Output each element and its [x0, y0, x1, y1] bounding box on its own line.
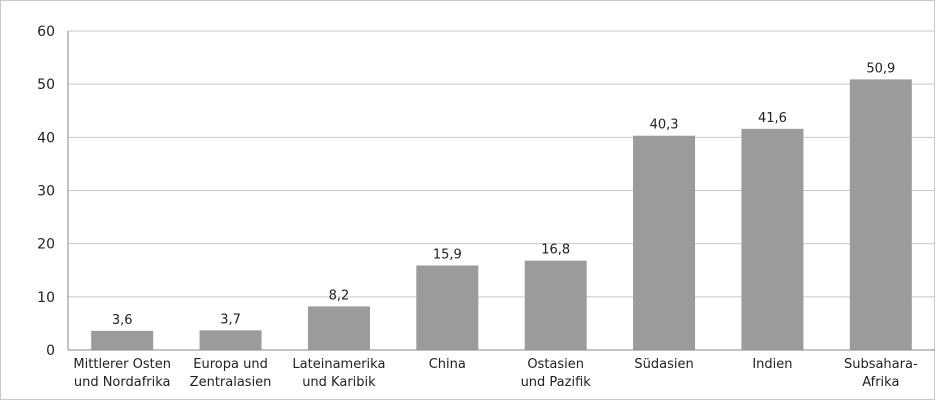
x-category-label: Afrika — [862, 375, 899, 390]
bars — [91, 79, 912, 351]
gridlines — [68, 30, 935, 298]
y-tick-label: 20 — [37, 237, 55, 253]
x-category-label: Lateinamerika — [292, 357, 385, 372]
data-label: 40,3 — [650, 118, 679, 133]
data-label: 15,9 — [433, 247, 462, 262]
data-label: 8,2 — [329, 288, 350, 303]
y-tick-label: 60 — [37, 24, 55, 40]
bar — [524, 260, 587, 350]
data-label: 41,6 — [758, 111, 787, 126]
x-category-label: China — [429, 357, 466, 372]
x-category-label: und Nordafrika — [74, 375, 171, 390]
x-axis-labels: Mittlerer Osten und Nordafrika Europa und Z… — [73, 357, 918, 390]
y-tick-label: 50 — [37, 77, 55, 93]
y-axis-ticks: 0 10 20 30 40 50 60 — [37, 24, 55, 359]
bar — [633, 135, 696, 350]
x-category-label: Südasien — [634, 357, 693, 372]
x-category-label: Zentralasien — [190, 375, 272, 390]
x-category-label: und Karibik — [302, 375, 376, 390]
data-label: 3,6 — [112, 313, 133, 328]
x-category-label: Mittlerer Osten — [73, 357, 171, 372]
y-tick-label: 30 — [37, 184, 55, 200]
y-tick-label: 40 — [37, 130, 55, 146]
data-label: 50,9 — [866, 61, 895, 76]
x-category-label: Indien — [752, 357, 792, 372]
data-labels: 3,6 3,7 8,2 15,9 16,8 40,3 41,6 50,9 — [112, 61, 895, 327]
bar — [307, 306, 370, 350]
data-label: 16,8 — [541, 243, 570, 258]
bar — [199, 330, 262, 350]
x-category-label: Subsahara- — [844, 357, 918, 372]
x-category-label: Europa und — [193, 357, 268, 372]
bar — [91, 330, 154, 350]
bar — [416, 265, 479, 350]
bar — [741, 128, 804, 350]
x-category-label: und Pazifik — [521, 375, 592, 390]
data-label: 3,7 — [220, 312, 241, 327]
y-tick-label: 0 — [46, 343, 55, 359]
y-tick-label: 10 — [37, 290, 55, 306]
bar — [849, 79, 912, 351]
x-category-label: Ostasien — [527, 357, 584, 372]
